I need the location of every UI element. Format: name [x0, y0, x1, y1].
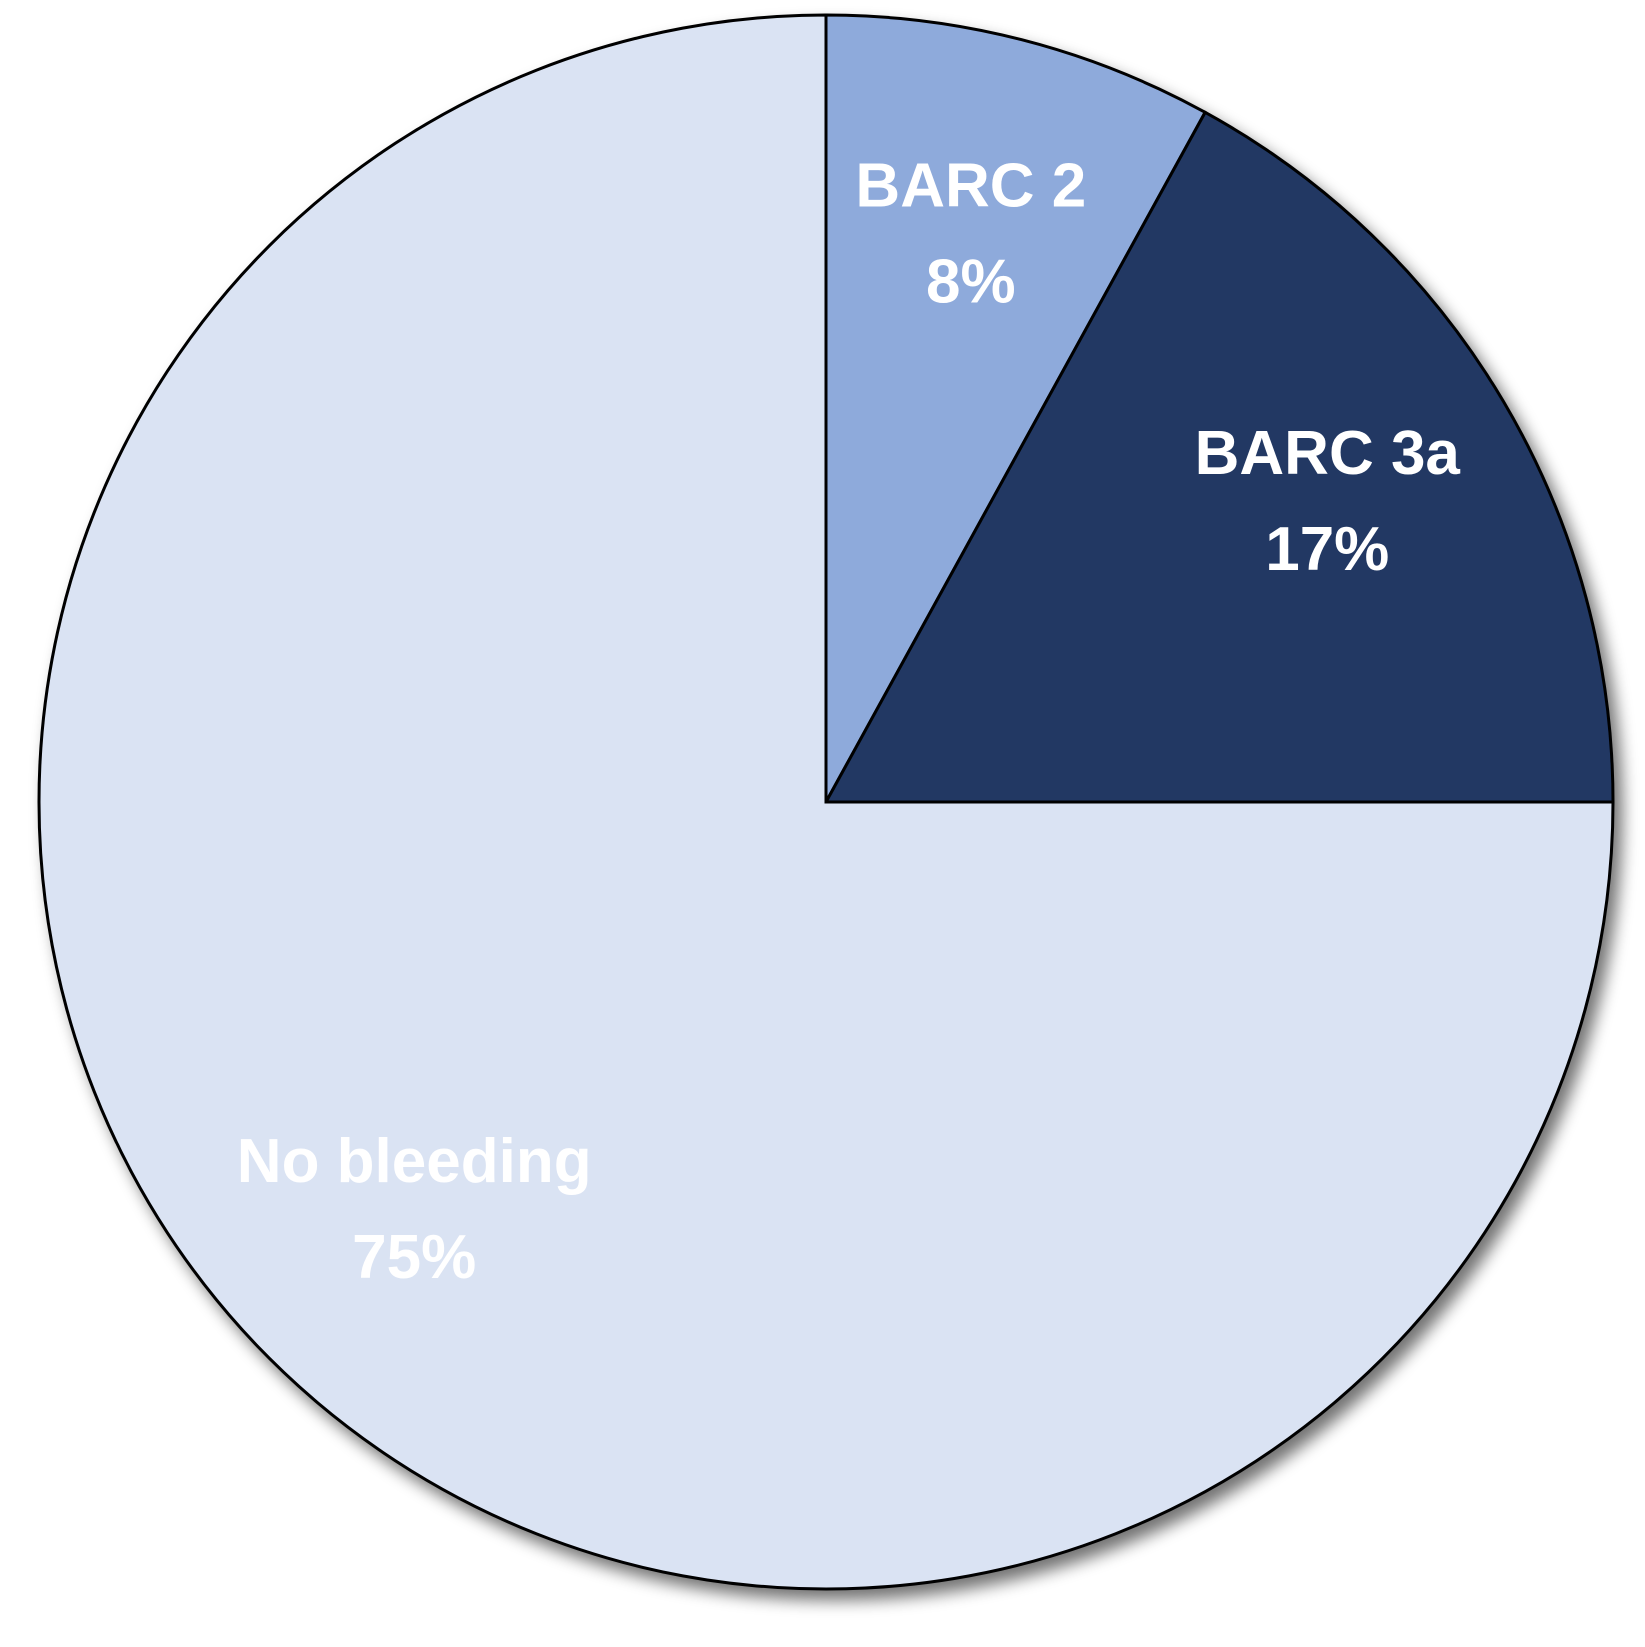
slice-label: No bleeding: [237, 1127, 592, 1196]
pie-slice: [823, 110, 1615, 804]
value-label: 75%: [352, 1223, 476, 1292]
value-label: 17%: [1265, 515, 1389, 584]
pie: [37, 13, 1615, 1591]
labels: BARC 2 8% BARC 3a 17% No bleeding 75%: [237, 151, 1461, 1292]
slice-label: BARC 3a: [1195, 419, 1461, 488]
pie-slice: [37, 13, 1615, 1591]
value-label: 8%: [926, 247, 1016, 316]
slice-label: BARC 2: [855, 151, 1086, 220]
pie-slice: [824, 13, 1208, 803]
